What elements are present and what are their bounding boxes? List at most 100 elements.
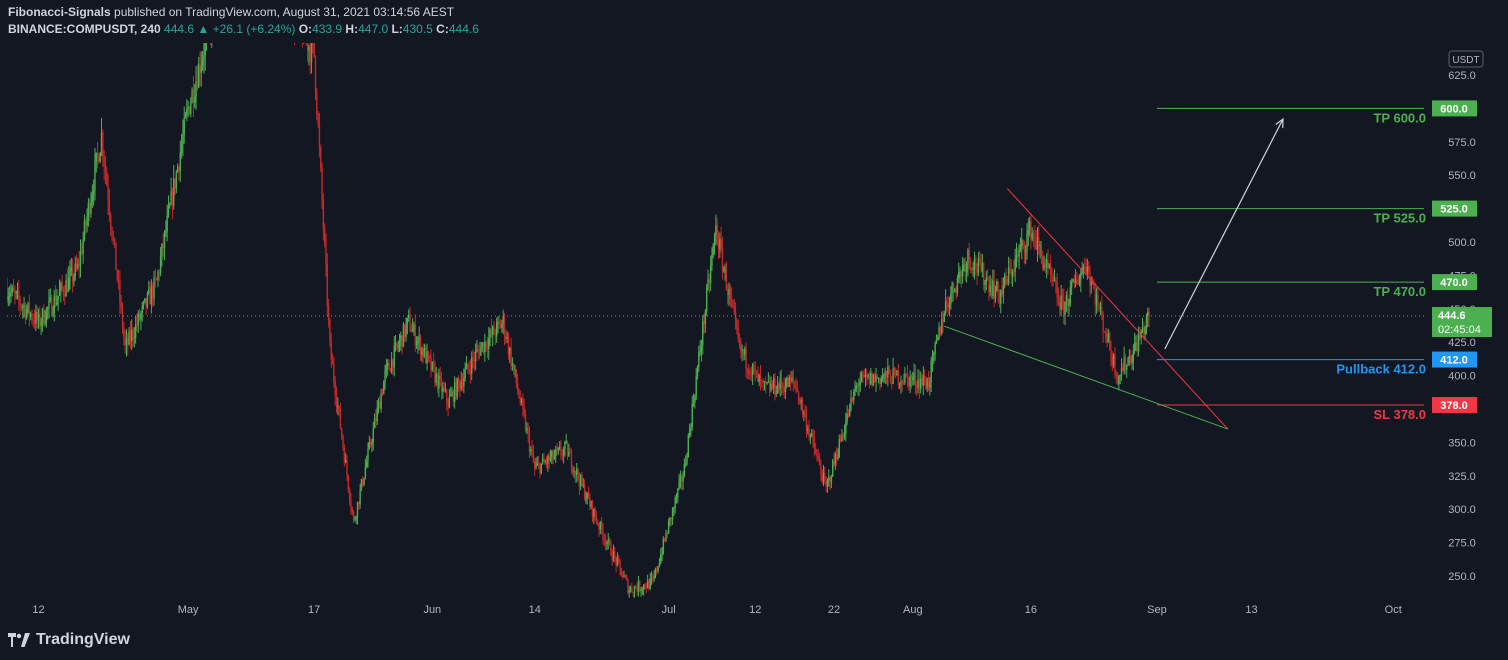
candle-body bbox=[540, 463, 542, 474]
candle-body bbox=[321, 168, 323, 201]
candle-body bbox=[1030, 220, 1032, 240]
currency-badge[interactable]: USDT bbox=[1448, 50, 1484, 68]
candle-body bbox=[91, 193, 94, 202]
price-chart[interactable]: USDT250.0275.0300.0325.0350.0375.0400.04… bbox=[7, 43, 1501, 623]
candle-body bbox=[581, 475, 583, 485]
candle-body bbox=[1112, 354, 1115, 365]
candle bbox=[443, 381, 445, 393]
candle bbox=[444, 382, 447, 393]
candle bbox=[825, 476, 827, 493]
candle bbox=[1106, 328, 1108, 348]
candle bbox=[368, 435, 371, 450]
candle bbox=[986, 269, 989, 281]
candle bbox=[863, 369, 865, 378]
level-badge[interactable]: 470.0 bbox=[1432, 274, 1477, 291]
candle bbox=[998, 289, 1001, 308]
candle-body bbox=[1003, 275, 1006, 286]
candle bbox=[489, 327, 491, 346]
level-badge[interactable]: 378.0 bbox=[1432, 396, 1477, 413]
candle-body bbox=[493, 326, 495, 335]
candle bbox=[654, 567, 657, 579]
candle-body bbox=[690, 427, 692, 429]
candle-body bbox=[140, 313, 142, 320]
candle bbox=[994, 285, 997, 303]
candle bbox=[333, 356, 335, 388]
candle bbox=[782, 382, 784, 395]
candle bbox=[551, 449, 553, 465]
last-price-badge[interactable]: 444.602:45:04 bbox=[1432, 307, 1492, 338]
candle-body bbox=[875, 376, 877, 382]
author-name[interactable]: Fibonacci-Signals bbox=[8, 5, 111, 19]
candle-body bbox=[919, 378, 922, 390]
candle-body bbox=[58, 290, 61, 296]
candle bbox=[540, 463, 542, 475]
candle bbox=[992, 269, 994, 300]
candle-body bbox=[384, 370, 386, 382]
candle bbox=[338, 405, 340, 417]
wedge-resistance-line[interactable] bbox=[1006, 188, 1229, 430]
symbol-name[interactable]: BINANCE:COMPUSDT, 240 bbox=[8, 22, 161, 36]
candle-body bbox=[520, 399, 523, 403]
chart-area[interactable]: USDT250.0275.0300.0325.0350.0375.0400.04… bbox=[7, 43, 1501, 623]
level-badge[interactable]: 412.0 bbox=[1432, 351, 1477, 368]
candle-body bbox=[1011, 271, 1014, 277]
candle bbox=[425, 344, 427, 364]
candle-body bbox=[438, 375, 440, 389]
candle bbox=[767, 372, 770, 384]
candle bbox=[209, 43, 211, 46]
candle-body bbox=[889, 372, 892, 383]
candle bbox=[905, 373, 907, 378]
candle-body bbox=[715, 225, 717, 235]
candle bbox=[96, 141, 99, 169]
candle-body bbox=[839, 439, 842, 442]
candle-body bbox=[405, 324, 407, 337]
wedge-support-line[interactable] bbox=[944, 325, 1229, 430]
candle-body bbox=[946, 300, 948, 304]
candle bbox=[667, 518, 670, 534]
target-arrow[interactable] bbox=[1164, 118, 1284, 350]
candle-body bbox=[169, 204, 171, 208]
level-badge[interactable]: 600.0 bbox=[1432, 100, 1477, 117]
candle bbox=[321, 162, 323, 210]
candle bbox=[549, 449, 552, 462]
candle-body bbox=[158, 272, 160, 274]
candle-body bbox=[1027, 230, 1030, 234]
candle bbox=[850, 389, 852, 412]
candle bbox=[608, 536, 611, 546]
candle-body bbox=[635, 586, 637, 589]
level-badge[interactable]: 525.0 bbox=[1432, 200, 1477, 217]
candle-body bbox=[927, 378, 930, 388]
candle bbox=[186, 99, 188, 122]
candle-body bbox=[652, 578, 654, 580]
candle bbox=[623, 570, 625, 578]
candle bbox=[607, 532, 609, 550]
candle bbox=[410, 323, 413, 333]
candle-body bbox=[660, 554, 662, 564]
candle bbox=[889, 369, 892, 384]
candle-body bbox=[497, 321, 499, 323]
candle bbox=[818, 453, 821, 466]
candle-body bbox=[141, 305, 143, 314]
candle bbox=[477, 344, 479, 361]
candle-body bbox=[793, 381, 796, 383]
tradingview-logo[interactable]: TradingView bbox=[8, 631, 130, 649]
candle-body bbox=[15, 291, 17, 294]
candle-body bbox=[1141, 326, 1144, 332]
level-badge-value: 378.0 bbox=[1440, 400, 1468, 412]
candle bbox=[65, 273, 67, 297]
candle-body bbox=[1032, 232, 1035, 235]
candle bbox=[954, 287, 956, 294]
candle bbox=[392, 358, 394, 375]
candle-body bbox=[71, 267, 74, 282]
candle bbox=[1093, 279, 1095, 290]
candle bbox=[334, 375, 336, 406]
candle bbox=[1077, 275, 1079, 285]
candle-body bbox=[746, 368, 749, 370]
candle bbox=[394, 334, 397, 352]
candle bbox=[1064, 301, 1066, 326]
candle bbox=[519, 390, 521, 406]
candle-body bbox=[778, 383, 780, 389]
candle bbox=[1006, 276, 1009, 286]
candle bbox=[509, 346, 511, 364]
candle bbox=[753, 361, 755, 375]
